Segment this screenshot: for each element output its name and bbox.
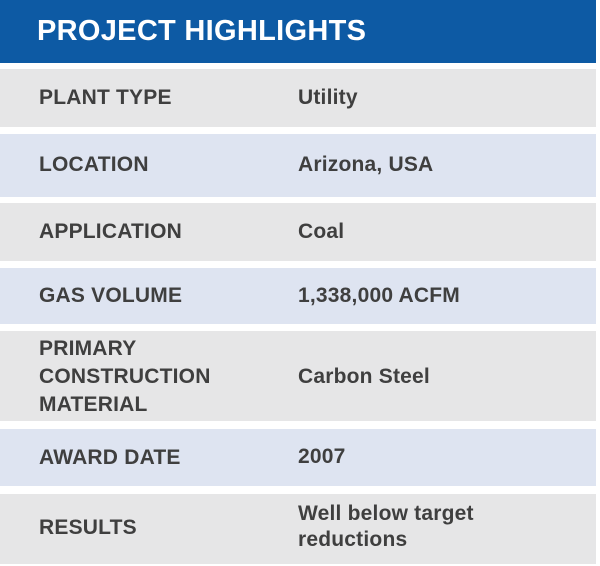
row-value: 1,338,000 ACFM	[298, 284, 460, 307]
row-value: Carbon Steel	[298, 365, 430, 388]
row-label: RESULTS	[39, 516, 137, 539]
row-plant-type: PLANT TYPE Utility	[0, 69, 596, 127]
table-header: PROJECT HIGHLIGHTS	[0, 0, 596, 63]
row-label: PRIMARY CONSTRUCTION MATERIAL	[39, 335, 211, 419]
row-value: Coal	[298, 220, 345, 243]
row-gas-volume: GAS VOLUME 1,338,000 ACFM	[0, 268, 596, 324]
row-label-line: MATERIAL	[39, 393, 148, 416]
row-value: Well below target reductions	[298, 501, 474, 553]
table-title: PROJECT HIGHLIGHTS	[37, 15, 367, 47]
row-label: PLANT TYPE	[39, 86, 172, 109]
row-value: 2007	[298, 445, 346, 468]
row-location: LOCATION Arizona, USA	[0, 134, 596, 197]
row-value-line: reductions	[298, 528, 408, 551]
row-value: Utility	[298, 86, 358, 109]
row-value-line: Well below target	[298, 502, 474, 525]
row-label-line: PRIMARY	[39, 337, 137, 360]
row-primary-construction-material: PRIMARY CONSTRUCTION MATERIAL Carbon Ste…	[0, 331, 596, 421]
row-application: APPLICATION Coal	[0, 203, 596, 261]
row-results: RESULTS Well below target reductions	[0, 494, 596, 564]
row-label: GAS VOLUME	[39, 284, 183, 307]
row-label: AWARD DATE	[39, 446, 181, 469]
row-label-line: CONSTRUCTION	[39, 365, 211, 388]
row-label: APPLICATION	[39, 220, 182, 243]
row-value: Arizona, USA	[298, 153, 434, 176]
row-label: LOCATION	[39, 153, 149, 176]
row-award-date: AWARD DATE 2007	[0, 429, 596, 486]
